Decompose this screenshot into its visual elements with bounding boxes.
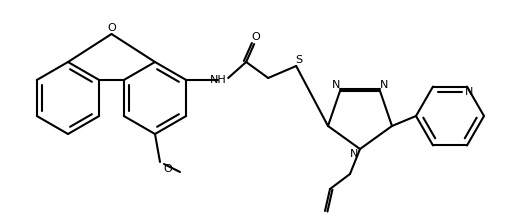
Text: O: O xyxy=(164,164,172,174)
Text: N: N xyxy=(380,80,388,90)
Text: O: O xyxy=(252,32,261,42)
Text: N: N xyxy=(350,149,358,159)
Text: S: S xyxy=(295,55,303,65)
Text: O: O xyxy=(107,23,116,33)
Text: N: N xyxy=(465,87,473,97)
Text: N: N xyxy=(332,80,340,90)
Text: NH: NH xyxy=(210,75,227,85)
